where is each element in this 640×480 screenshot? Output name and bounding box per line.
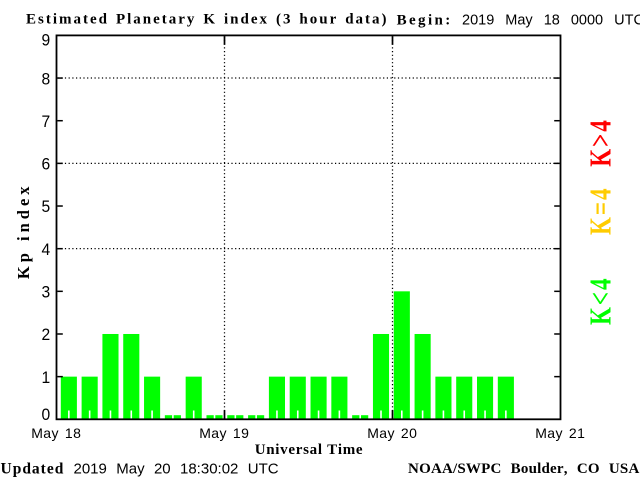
svg-text:7: 7: [41, 112, 50, 131]
svg-text:May 20: May 20: [367, 425, 417, 441]
svg-text:Kp index: Kp index: [14, 182, 33, 279]
svg-text:2: 2: [41, 326, 50, 345]
svg-text:3: 3: [41, 283, 50, 302]
svg-text:May 18: May 18: [31, 425, 81, 441]
svg-text:2019 May 20 18:30:02 UTC: 2019 May 20 18:30:02 UTC: [74, 461, 279, 478]
svg-text:K<4: K<4: [583, 277, 617, 325]
svg-text:K>4: K>4: [583, 118, 617, 166]
svg-text:Estimated Planetary K index (3: Estimated Planetary K index (3 hour data…: [26, 12, 389, 28]
svg-text:May 21: May 21: [535, 425, 585, 441]
svg-text:4: 4: [41, 240, 50, 259]
svg-text:6: 6: [41, 155, 50, 174]
svg-text:Begin:: Begin:: [397, 12, 453, 28]
svg-text:Updated: Updated: [1, 461, 65, 478]
svg-text:NOAA/SWPC Boulder, CO USA: NOAA/SWPC Boulder, CO USA: [408, 461, 639, 477]
svg-text:2019 May 18 0000 UTC: 2019 May 18 0000 UTC: [462, 12, 640, 28]
svg-text:1: 1: [41, 368, 50, 387]
svg-text:8: 8: [41, 70, 50, 89]
svg-text:K=4: K=4: [583, 187, 617, 235]
svg-text:Universal Time: Universal Time: [255, 442, 364, 458]
svg-text:9: 9: [41, 31, 50, 50]
svg-text:0: 0: [41, 405, 50, 424]
svg-text:5: 5: [41, 198, 50, 217]
svg-text:May 19: May 19: [199, 425, 249, 441]
